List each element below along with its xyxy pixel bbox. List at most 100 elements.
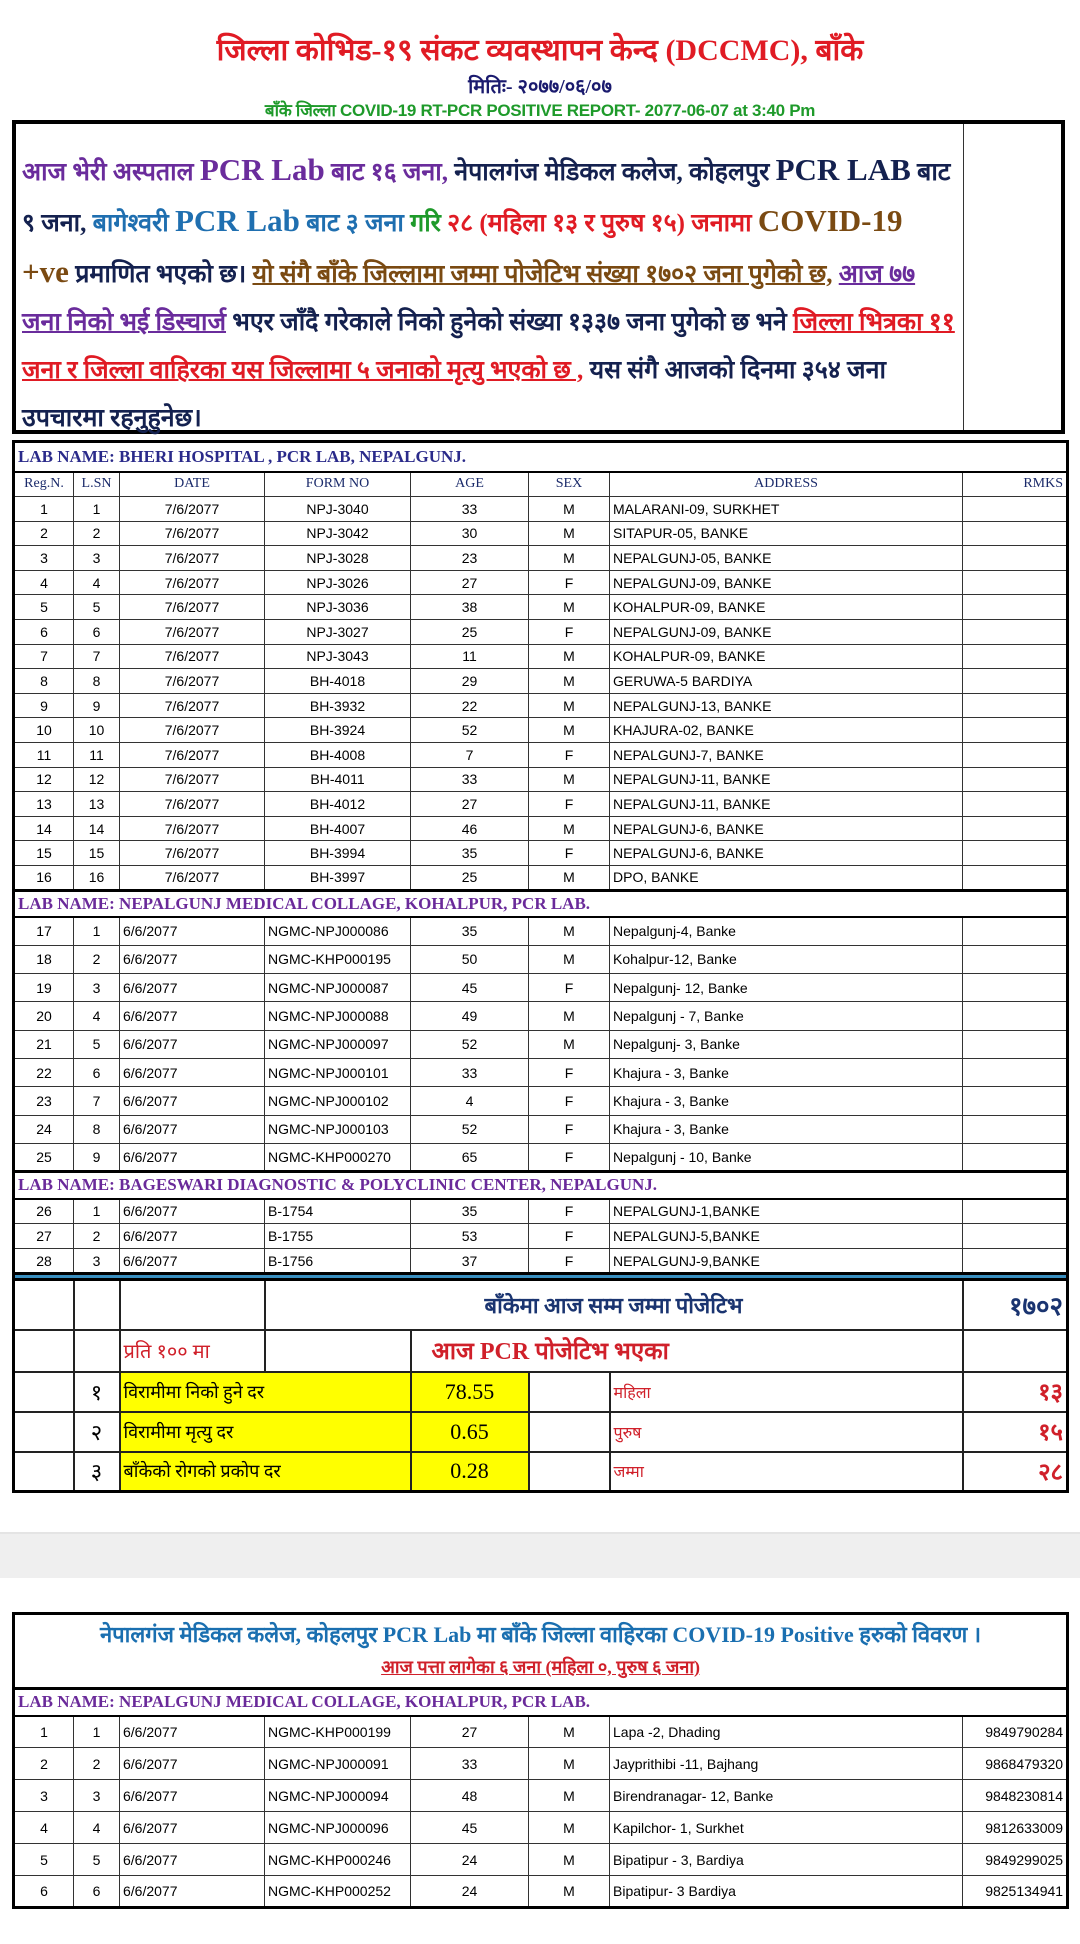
date: 6/6/2077 xyxy=(119,1198,265,1225)
table-row: 14 14 7/6/2077 BH-4007 46 M NEPALGUNJ-6, BANKE xyxy=(13,815,1069,842)
date: 7/6/2077 xyxy=(119,741,265,768)
form-no: B-1756 xyxy=(264,1248,411,1275)
form-no: BH-4007 xyxy=(264,815,411,842)
remarks xyxy=(961,1029,1069,1059)
lab-sn: 2 xyxy=(73,1223,120,1250)
reg-no: 7 xyxy=(13,643,74,670)
address: Nepalgunj - 10, Banke xyxy=(609,1142,963,1173)
outside-district-table: नेपालगंज मेडिकल कलेज, कोहलपुर PCR Lab मा… xyxy=(12,1612,1070,1909)
lab-sn: 3 xyxy=(73,1779,120,1812)
form-no: BH-3932 xyxy=(264,692,411,719)
form-no: NPJ-3036 xyxy=(264,594,411,620)
age: 52 xyxy=(410,1029,529,1059)
date: 7/6/2077 xyxy=(119,717,265,743)
lab-sn: 3 xyxy=(73,545,120,571)
reg-no: 9 xyxy=(13,692,74,719)
phone-number: 9868479320 xyxy=(961,1747,1069,1780)
lab-sn: 7 xyxy=(73,1086,120,1116)
sex: M xyxy=(528,594,610,620)
outside-subtitle: आज पत्ता लागेका ६ जना (महिला ०, पुरुष ६ … xyxy=(381,1657,700,1677)
table-row: 4 4 6/6/2077 NGMC-NPJ000096 45 M Kapilchor- 1,… xyxy=(13,1811,1069,1844)
reg-no: 26 xyxy=(13,1198,74,1225)
form-no: NGMC-KHP000195 xyxy=(264,944,411,975)
date: 7/6/2077 xyxy=(119,569,265,596)
form-no: B-1755 xyxy=(264,1223,411,1250)
lab-sn: 8 xyxy=(73,1114,120,1144)
address: SITAPUR-05, BANKE xyxy=(609,520,963,547)
date: 7/6/2077 xyxy=(119,594,265,620)
table-row: 26 1 6/6/2077 B-1754 35 F NEPALGUNJ-1,BANKE xyxy=(13,1198,1069,1225)
remarks xyxy=(961,520,1069,547)
paragraph-segment: २८ (महिला १३ र पुरुष १५) जनामा xyxy=(447,210,758,237)
per-100-label: प्रति १०० मा xyxy=(118,1328,266,1373)
form-no: NPJ-3026 xyxy=(264,569,411,596)
lab-sn: 3 xyxy=(73,973,120,1003)
phone-number: 9812633009 xyxy=(961,1811,1069,1844)
reg-no: 3 xyxy=(13,1779,74,1812)
age: 37 xyxy=(410,1248,529,1275)
table-row: 10 10 7/6/2077 BH-3924 52 M KHAJURA-02, BANKE xyxy=(13,717,1069,743)
empty-cell xyxy=(263,1328,412,1373)
lab-sn: 10 xyxy=(73,717,120,743)
paragraph-segment: PCR Lab xyxy=(199,152,325,187)
lab-sn: 14 xyxy=(73,815,120,842)
form-no: NPJ-3028 xyxy=(264,545,411,571)
sex: F xyxy=(528,618,610,645)
address: NEPALGUNJ-6, BANKE xyxy=(609,840,963,866)
remarks xyxy=(961,741,1069,768)
form-no: NGMC-KHP000270 xyxy=(264,1142,411,1173)
reg-no: 3 xyxy=(13,545,74,571)
sex: F xyxy=(528,569,610,596)
address: Jayprithibi -11, Bajhang xyxy=(609,1747,963,1780)
sex: M xyxy=(528,1001,610,1031)
column-header-remarks: RMKS xyxy=(961,471,1069,497)
lab-sn: 2 xyxy=(73,1747,120,1780)
table-row: 23 7 6/6/2077 NGMC-NPJ000102 4 F Khajura - 3, … xyxy=(13,1086,1069,1116)
lab-sn: 16 xyxy=(73,864,120,891)
lab-sn: 1 xyxy=(73,496,120,522)
rate-row: ३ बाँकेको रोगको प्रकोप दर 0.28 जम्मा २८ xyxy=(12,1450,1069,1493)
paragraph-segment: बाट ३ जना xyxy=(299,210,411,237)
table-header: Reg.N. L.SN DATE FORM NO AGE SEX ADDRESS RMKS xyxy=(13,471,1069,497)
age: 35 xyxy=(410,916,529,946)
remarks xyxy=(961,944,1069,975)
address: Bipatipur - 3, Bardiya xyxy=(609,1843,963,1876)
form-no: NGMC-NPJ000091 xyxy=(264,1747,411,1780)
remarks xyxy=(961,864,1069,891)
sex: F xyxy=(528,741,610,768)
reg-no: 25 xyxy=(13,1142,74,1173)
sex-label: महिला xyxy=(608,1370,964,1413)
form-no: NGMC-NPJ000096 xyxy=(264,1811,411,1844)
report-subtitle: बाँके जिल्ला COVID-19 RT-PCR POSITIVE RE… xyxy=(264,101,816,120)
sex: M xyxy=(528,815,610,842)
sex: M xyxy=(528,692,610,719)
rate-label: विरामीमा निको हुने दर xyxy=(118,1370,412,1413)
lab-name: LAB NAME: NEPALGUNJ MEDICAL COLLAGE, KOH… xyxy=(12,888,1069,918)
positive-cases-table: LAB NAME: BHERI HOSPITAL , PCR LAB, NEPA… xyxy=(12,440,1070,1494)
date: 7/6/2077 xyxy=(119,520,265,547)
form-no: BH-4012 xyxy=(264,791,411,817)
sex-count: १५ xyxy=(961,1410,1069,1453)
form-no: B-1754 xyxy=(264,1198,411,1225)
address: Birendranagar- 12, Banke xyxy=(609,1779,963,1812)
paragraph-segment: यो संगै बाँके जिल्लामा जम्मा पोजेटिभ संख… xyxy=(252,261,833,288)
paragraph-segment: यस संगै आजको दिनमा ३५४ जना उपचारमा रहनुह… xyxy=(22,357,886,432)
lab-sn: 4 xyxy=(73,1811,120,1844)
address: Kohalpur-12, Banke xyxy=(609,944,963,975)
reg-no: 20 xyxy=(13,1001,74,1031)
paragraph-segment: COVID-19 +ve xyxy=(22,203,903,289)
table-row: 20 4 6/6/2077 NGMC-NPJ000088 49 M Nepalgunj - … xyxy=(13,1001,1069,1031)
table-row: 6 6 6/6/2077 NGMC-KHP000252 24 M Bipatipur- 3 … xyxy=(13,1875,1069,1908)
age: 4 xyxy=(410,1086,529,1116)
date: 6/6/2077 xyxy=(119,1843,265,1876)
lab-name-row: LAB NAME: BAGESWARI DIAGNOSTIC & POLYCLI… xyxy=(12,1170,1069,1200)
phone-number: 9825134941 xyxy=(961,1875,1069,1908)
address: MALARANI-09, SURKHET xyxy=(609,496,963,522)
age: 50 xyxy=(410,944,529,975)
lab-sn: 13 xyxy=(73,791,120,817)
lab-sn: 5 xyxy=(73,594,120,620)
remarks xyxy=(961,692,1069,719)
age: 22 xyxy=(410,692,529,719)
lab-sn: 1 xyxy=(73,1715,120,1748)
paragraph-segment: बाट ९ जना, xyxy=(22,159,951,237)
